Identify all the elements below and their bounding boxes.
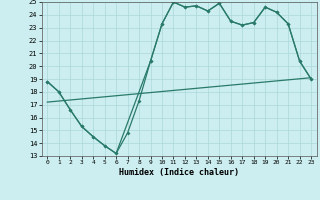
X-axis label: Humidex (Indice chaleur): Humidex (Indice chaleur) — [119, 168, 239, 177]
